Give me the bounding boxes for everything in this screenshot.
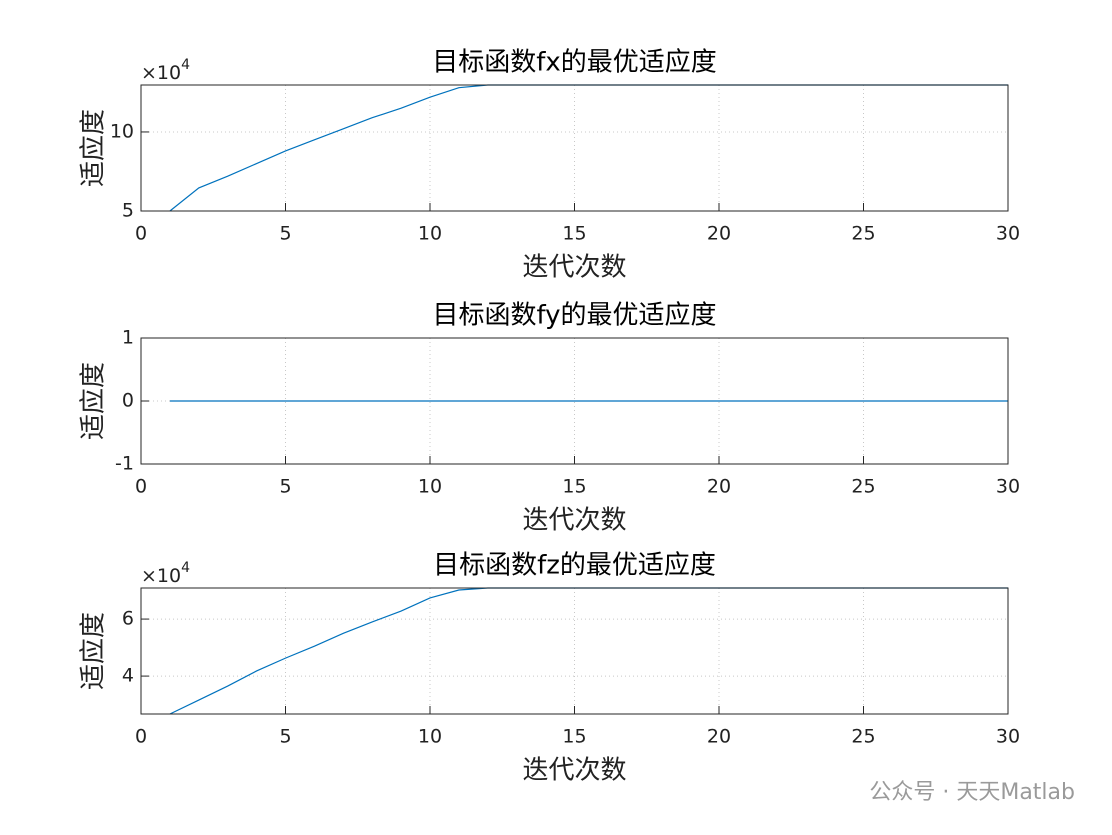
y-multiplier: ×104: [141, 57, 190, 84]
x-tick-label: 30: [996, 476, 1020, 498]
axes-box: [140, 337, 1009, 465]
y-tick-label: -1: [115, 453, 134, 475]
y-multiplier-exponent: 4: [181, 57, 190, 73]
y-axis-label: 适应度: [79, 109, 109, 187]
x-tick-label: 20: [707, 476, 731, 498]
axes-box: [140, 587, 1009, 715]
y-tick-label: 10: [110, 120, 134, 142]
x-tick-label: 0: [135, 223, 147, 245]
x-tick-label: 25: [851, 726, 875, 748]
plot-area: [141, 588, 1008, 714]
x-tick-label: 10: [418, 223, 442, 245]
chart-title: 目标函数fz的最优适应度: [433, 551, 716, 581]
x-axis-label: 迭代次数: [522, 253, 626, 283]
x-tick-label: 25: [851, 223, 875, 245]
x-axis-label: 迭代次数: [522, 506, 626, 536]
y-axis-label: 适应度: [79, 362, 109, 440]
x-tick-label: 5: [279, 223, 291, 245]
axes-box: [140, 84, 1009, 212]
x-tick-label: 10: [418, 476, 442, 498]
x-tick-label: 0: [135, 726, 147, 748]
watermark: 公众号 · 天天Matlab: [869, 780, 1075, 805]
y-multiplier-base: ×10: [141, 62, 181, 84]
chart-title: 目标函数fx的最优适应度: [432, 48, 717, 78]
x-tick-label: 20: [707, 223, 731, 245]
x-tick-label: 15: [562, 223, 586, 245]
y-multiplier-base: ×10: [141, 565, 181, 587]
y-tick-label: 4: [122, 665, 134, 687]
x-tick-label: 30: [996, 726, 1020, 748]
y-multiplier: ×104: [141, 560, 190, 587]
x-axis-label: 迭代次数: [522, 756, 626, 786]
x-tick-label: 25: [851, 476, 875, 498]
y-multiplier-exponent: 4: [181, 560, 190, 576]
chart-title: 目标函数fy的最优适应度: [432, 301, 716, 331]
y-tick-label: 0: [122, 390, 134, 412]
y-tick-label: 1: [122, 327, 134, 349]
x-tick-label: 20: [707, 726, 731, 748]
x-tick-label: 5: [279, 476, 291, 498]
y-tick-label: 5: [122, 200, 134, 222]
plot-area: [141, 85, 1008, 211]
y-axis-label: 适应度: [79, 612, 109, 690]
x-tick-label: 15: [562, 726, 586, 748]
x-tick-label: 15: [562, 476, 586, 498]
y-tick-label: 6: [122, 608, 134, 630]
x-tick-label: 0: [135, 476, 147, 498]
x-tick-label: 30: [996, 223, 1020, 245]
x-tick-label: 5: [279, 726, 291, 748]
x-tick-label: 10: [418, 726, 442, 748]
